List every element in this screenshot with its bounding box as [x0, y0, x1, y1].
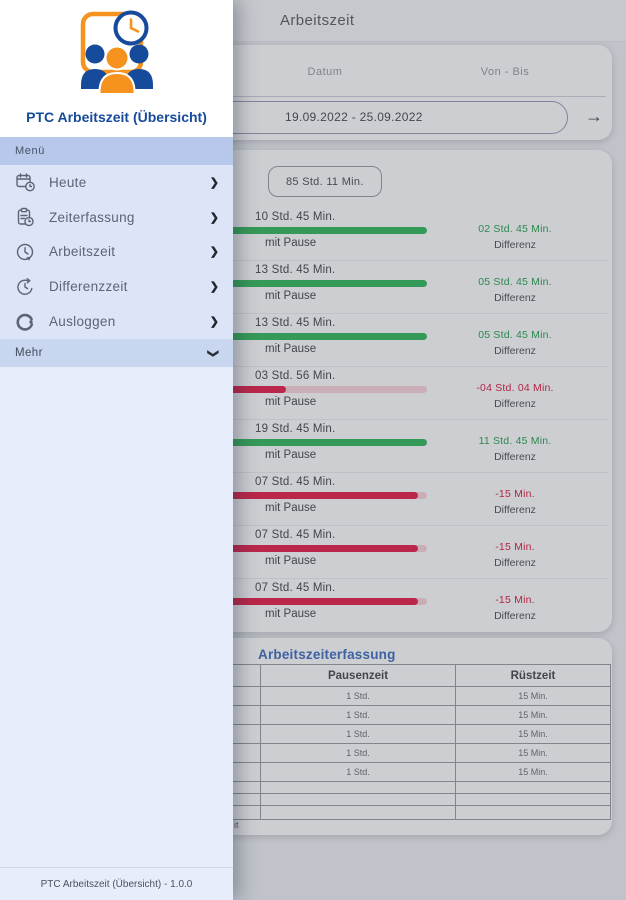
progress-bar-fill	[140, 439, 427, 446]
clipboard-clock-icon	[14, 206, 36, 228]
difference-value: 05 Std. 45 Min.	[478, 276, 552, 288]
sidebar-item-arbeitszeit[interactable]: Arbeitszeit ❯	[0, 235, 233, 270]
people-clock-logo-icon	[80, 10, 153, 95]
sidebar-item-label: Arbeitszeit	[49, 244, 116, 260]
calendar-clock-icon	[14, 171, 36, 193]
app-version: PTC Arbeitszeit (Übersicht) - 1.0.0	[0, 867, 233, 900]
difference-label: Differenz	[494, 557, 536, 569]
difference-value: 02 Std. 45 Min.	[478, 223, 552, 235]
progress-bar-fill	[140, 227, 427, 234]
progress-bar	[140, 333, 427, 340]
difference-value: 05 Std. 45 Min.	[478, 329, 552, 341]
more-expander[interactable]: Mehr ❯	[0, 339, 233, 367]
ruestzeit-header: Rüstzeit	[455, 664, 611, 687]
chevron-right-icon: ❯	[209, 316, 219, 329]
mit-pause-label: mit Pause	[265, 555, 317, 567]
sidebar-item-zeiterfassung[interactable]: Zeiterfassung ❯	[0, 200, 233, 235]
sidebar-item-label: Ausloggen	[49, 314, 116, 330]
menu-list: Heute ❯ Zeiterfassung ❯	[0, 165, 233, 339]
mit-pause-label: mit Pause	[265, 396, 317, 408]
more-label: Mehr	[15, 347, 43, 359]
von-bis-column-label: Von - Bis	[480, 66, 530, 78]
worktime-value: 03 Std. 56 Min.	[255, 370, 336, 382]
difference-value: -15 Min.	[495, 541, 535, 553]
chevron-right-icon: ❯	[209, 176, 219, 189]
worktime-value: 07 Std. 45 Min.	[255, 476, 336, 488]
navigation-drawer: PTC Arbeitszeit (Übersicht) Menü Heute ❯	[0, 0, 233, 900]
worktime-value: 07 Std. 45 Min.	[255, 529, 336, 541]
worktime-row: 13 Std. 45 Min. mit Pause 05 Std. 45 Min…	[140, 260, 608, 314]
difference-value: -04 Std. 04 Min.	[476, 382, 554, 394]
mit-pause-label: mit Pause	[265, 449, 317, 461]
worktime-value: 07 Std. 45 Min.	[255, 582, 336, 594]
progress-bar-fill	[140, 492, 419, 499]
progress-bar	[140, 439, 427, 446]
sidebar-item-ausloggen[interactable]: Ausloggen ❯	[0, 304, 233, 339]
clock-history-icon	[14, 276, 36, 298]
worktime-row: 19 Std. 45 Min. mit Pause 11 Std. 45 Min…	[140, 419, 608, 473]
difference-label: Differenz	[494, 292, 536, 304]
progress-bar	[140, 598, 427, 605]
progress-bar-fill	[140, 280, 427, 287]
chevron-right-icon: ❯	[209, 246, 219, 259]
sidebar-item-label: Zeiterfassung	[49, 209, 135, 225]
difference-label: Differenz	[494, 504, 536, 516]
chevron-right-icon: ❯	[209, 211, 219, 224]
apply-date-arrow-button[interactable]: →	[576, 101, 612, 132]
sidebar-background	[0, 367, 233, 868]
mit-pause-label: mit Pause	[265, 290, 317, 302]
difference-label: Differenz	[494, 345, 536, 357]
worktime-value: 13 Std. 45 Min.	[255, 264, 336, 276]
divider	[140, 96, 606, 97]
difference-value: 11 Std. 45 Min.	[478, 435, 552, 447]
difference-value: -15 Min.	[495, 594, 535, 606]
worktime-row: 10 Std. 45 Min. mit Pause 02 Std. 45 Min…	[140, 207, 608, 261]
date-range-value: 19.09.2022 - 25.09.2022	[285, 110, 423, 124]
worktime-row: 07 Std. 45 Min. mit Pause -15 Min. Diffe…	[140, 525, 608, 579]
worktime-value: 13 Std. 45 Min.	[255, 317, 336, 329]
progress-bar-fill	[140, 333, 427, 340]
datum-column-label: Datum	[307, 66, 343, 78]
mit-pause-label: mit Pause	[265, 237, 317, 249]
worktime-row: 07 Std. 45 Min. mit Pause -15 Min. Diffe…	[140, 578, 608, 631]
worktime-row: 13 Std. 45 Min. mit Pause 05 Std. 45 Min…	[140, 313, 608, 367]
progress-bar	[140, 280, 427, 287]
difference-label: Differenz	[494, 610, 536, 622]
difference-label: Differenz	[494, 398, 536, 410]
progress-bar-fill	[140, 545, 419, 552]
worktime-value: 10 Std. 45 Min.	[255, 211, 336, 223]
chevron-right-icon: ❯	[209, 281, 219, 294]
menu-section-header: Menü	[0, 137, 233, 165]
page-title: Arbeitszeit	[280, 12, 355, 29]
sidebar-item-differenzzeit[interactable]: Differenzzeit ❯	[0, 269, 233, 304]
worktime-value: 19 Std. 45 Min.	[255, 423, 336, 435]
app-logo	[0, 6, 233, 100]
table-title: Arbeitszeiterfassung	[258, 647, 396, 662]
worktime-row: 07 Std. 45 Min. mit Pause -15 Min. Diffe…	[140, 472, 608, 526]
clock-icon	[14, 241, 36, 263]
difference-label: Differenz	[494, 451, 536, 463]
mit-pause-label: mit Pause	[265, 502, 317, 514]
sidebar-item-heute[interactable]: Heute ❯	[0, 165, 233, 200]
sidebar-item-label: Differenzzeit	[49, 279, 128, 295]
mit-pause-label: mit Pause	[265, 343, 317, 355]
chevron-down-icon: ❯	[206, 348, 219, 358]
mit-pause-label: mit Pause	[265, 608, 317, 620]
difference-label: Differenz	[494, 239, 536, 251]
progress-bar	[140, 492, 427, 499]
progress-bar	[140, 545, 427, 552]
progress-bar-fill	[140, 598, 419, 605]
difference-value: -15 Min.	[495, 488, 535, 500]
ruestzeit-cell	[455, 805, 611, 820]
total-time-badge: 85 Std. 11 Min.	[268, 166, 382, 197]
sidebar-item-label: Heute	[49, 174, 87, 190]
app-title: PTC Arbeitszeit (Übersicht)	[26, 109, 207, 125]
progress-bar	[140, 227, 427, 234]
clipped-footer-text: it	[234, 820, 239, 830]
logout-icon	[14, 311, 36, 333]
